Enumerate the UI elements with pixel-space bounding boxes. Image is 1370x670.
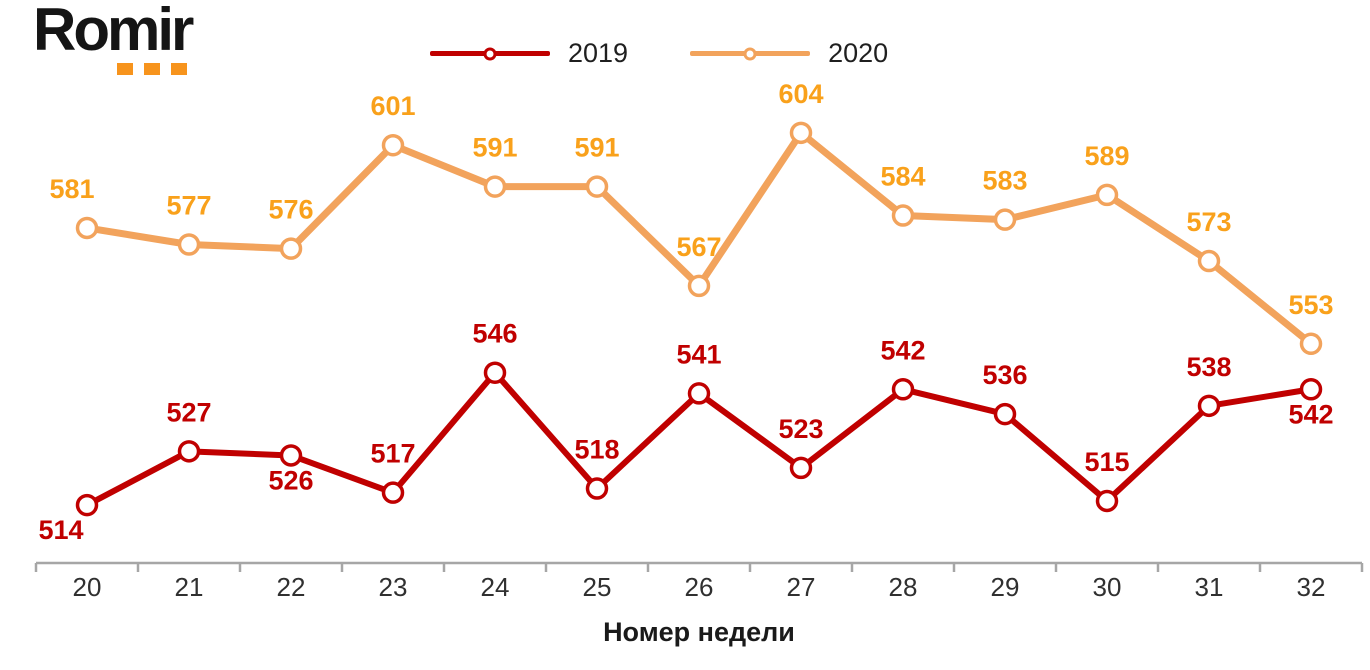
x-axis-tick-label: 20 xyxy=(73,572,102,602)
data-point-label-2020: 601 xyxy=(370,91,415,121)
data-point-marker-2019 xyxy=(1197,394,1221,418)
data-point-marker-2020 xyxy=(993,208,1017,231)
data-point-label-2020: 604 xyxy=(778,79,823,109)
x-axis-tick-label: 26 xyxy=(685,572,714,602)
data-point-marker-2019 xyxy=(75,493,99,517)
logo-dot xyxy=(144,63,160,75)
data-point-label-2019: 546 xyxy=(472,319,517,349)
data-point-label-2019: 527 xyxy=(166,397,211,427)
data-point-label-2019: 526 xyxy=(268,465,313,495)
data-point-label-2020: 553 xyxy=(1288,290,1333,320)
data-point-marker-2019 xyxy=(891,378,915,401)
data-point-label-2020: 577 xyxy=(166,191,211,221)
data-point-label-2020: 576 xyxy=(268,195,313,225)
data-point-marker-2020 xyxy=(381,133,405,157)
data-point-marker-2020 xyxy=(891,204,915,227)
data-point-label-2020: 583 xyxy=(982,166,1027,196)
x-axis-tick-label: 28 xyxy=(889,572,918,602)
data-point-marker-2020 xyxy=(585,175,609,198)
data-point-label-2020: 573 xyxy=(1186,207,1231,237)
x-axis-tick-label: 24 xyxy=(481,572,510,602)
data-point-marker-2019 xyxy=(177,440,201,463)
data-point-marker-2019 xyxy=(585,477,609,500)
data-point-marker-2019 xyxy=(1299,378,1323,401)
data-point-marker-2020 xyxy=(177,233,201,256)
legend-line-marker-2020 xyxy=(690,47,811,60)
data-point-label-2020: 567 xyxy=(676,232,721,262)
logo-dot xyxy=(171,63,187,75)
data-point-marker-2020 xyxy=(75,216,99,240)
legend-circle-marker-2020 xyxy=(743,47,757,60)
data-point-marker-2019 xyxy=(483,361,507,384)
legend-label-2020: 2020 xyxy=(828,38,889,68)
data-point-label-2020: 589 xyxy=(1084,141,1129,171)
data-point-marker-2020 xyxy=(1299,332,1323,356)
data-point-marker-2019 xyxy=(687,382,711,405)
data-point-label-2019: 541 xyxy=(676,339,721,369)
data-point-label-2019: 536 xyxy=(982,360,1027,390)
data-point-label-2020: 584 xyxy=(880,162,925,192)
data-point-label-2019: 517 xyxy=(370,439,415,469)
x-axis-title: Номер недели xyxy=(603,617,795,647)
data-point-label-2020: 581 xyxy=(49,174,94,204)
x-axis-tick-label: 29 xyxy=(991,572,1020,602)
x-axis-tick-label: 22 xyxy=(277,572,306,602)
romir-logo-dots-icon xyxy=(117,63,191,75)
logo-dot xyxy=(117,63,133,75)
data-point-label-2020: 591 xyxy=(472,133,517,163)
data-point-label-2019: 514 xyxy=(38,515,83,545)
data-point-marker-2019 xyxy=(381,481,405,504)
x-axis-tick-label: 32 xyxy=(1297,572,1326,602)
x-axis-tick-label: 23 xyxy=(379,572,408,602)
data-point-label-2019: 518 xyxy=(574,435,619,465)
data-point-marker-2019 xyxy=(279,444,303,467)
x-axis-tick-label: 25 xyxy=(583,572,612,602)
x-axis-tick-label: 27 xyxy=(787,572,816,602)
romir-logo-text: Romir xyxy=(33,0,194,63)
data-point-label-2020: 591 xyxy=(574,133,619,163)
data-point-marker-2020 xyxy=(1197,249,1221,273)
x-axis-tick-label: 30 xyxy=(1093,572,1122,602)
legend-circle-marker-2019 xyxy=(483,47,497,60)
romir-logo: Romir xyxy=(33,0,194,75)
data-point-label-2019: 515 xyxy=(1084,447,1129,477)
data-point-label-2019: 542 xyxy=(1288,399,1333,429)
data-point-marker-2020 xyxy=(1095,183,1119,207)
legend-label-2019: 2019 xyxy=(568,38,629,68)
chart-legend: 2019 2020 xyxy=(430,40,888,67)
data-point-label-2019: 542 xyxy=(880,335,925,365)
data-point-marker-2020 xyxy=(483,175,507,198)
data-point-marker-2019 xyxy=(789,456,813,480)
x-axis-tick-label: 31 xyxy=(1195,572,1224,602)
data-point-marker-2020 xyxy=(687,274,711,298)
legend-item-2020: 2020 xyxy=(690,40,888,67)
legend-item-2019: 2019 xyxy=(430,40,628,67)
data-point-marker-2020 xyxy=(789,121,813,145)
data-point-marker-2019 xyxy=(993,402,1017,426)
data-point-marker-2020 xyxy=(279,237,303,260)
x-axis-tick-label: 21 xyxy=(175,572,204,602)
data-point-label-2019: 523 xyxy=(778,414,823,444)
data-point-marker-2019 xyxy=(1095,489,1119,513)
legend-line-marker-2019 xyxy=(430,47,550,60)
data-point-label-2019: 538 xyxy=(1186,352,1231,382)
